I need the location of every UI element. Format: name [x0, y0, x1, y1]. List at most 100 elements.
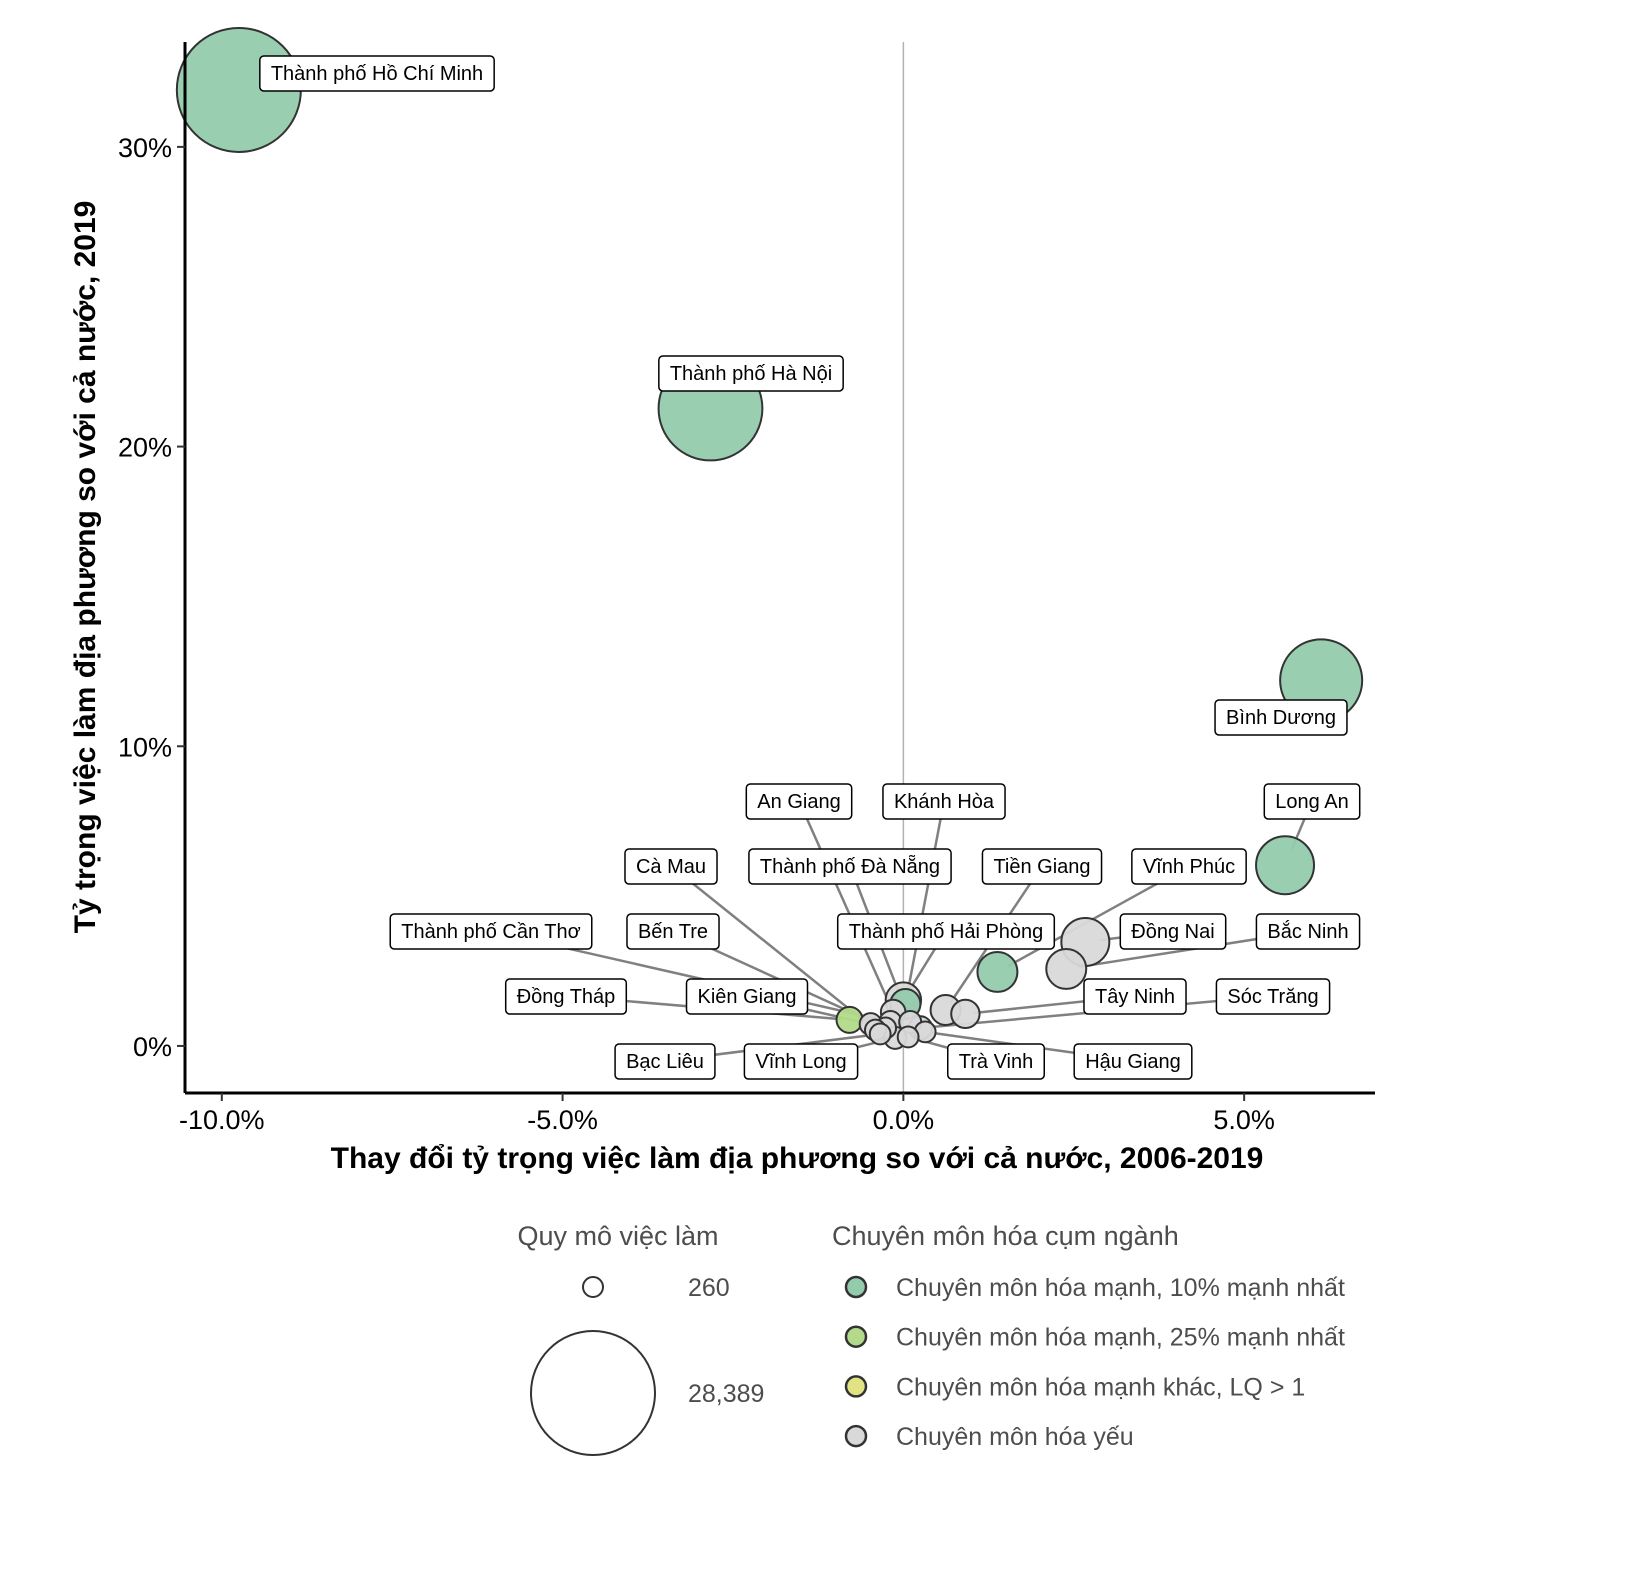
label-text: Sóc Trăng	[1227, 986, 1318, 1008]
label-text: Hậu Giang	[1085, 1051, 1181, 1073]
label-text: An Giang	[757, 791, 840, 813]
label-text: Thành phố Đà Nẵng	[760, 855, 940, 878]
leader-line	[797, 800, 892, 1006]
label-text: Tiền Giang	[993, 856, 1090, 878]
label-box	[1083, 978, 1187, 1015]
point-label: Thành phố Cần Thơ	[389, 913, 593, 950]
data-point[interactable]	[950, 998, 981, 1030]
color-legend-label: Chuyên môn hóa mạnh, 25% mạnh nhất	[896, 1324, 1345, 1352]
label-box	[1119, 913, 1227, 950]
point-label: Trà Vinh	[947, 1043, 1045, 1080]
point-label: Thành phố Hà Nội	[658, 355, 844, 392]
label-box	[685, 978, 809, 1015]
point-label: Vĩnh Long	[743, 1043, 859, 1080]
point-label: Bạc Liêu	[614, 1043, 716, 1080]
label-text: Trà Vinh	[959, 1051, 1033, 1073]
label-text: Bạc Liêu	[626, 1051, 704, 1073]
label-text: Cà Mau	[636, 856, 706, 878]
point-label: Bắc Ninh	[1255, 913, 1361, 950]
label-text: Thành phố Hải Phòng	[849, 921, 1044, 943]
x-tick-label: -10.0%	[179, 1105, 265, 1135]
label-box	[1255, 913, 1361, 950]
label-text: Thành phố Hồ Chí Minh	[271, 63, 483, 85]
label-box	[947, 1043, 1045, 1080]
label-box	[836, 913, 1056, 950]
data-point[interactable]	[835, 1005, 864, 1034]
label-box	[981, 848, 1103, 885]
point-label: Thành phố Hồ Chí Minh	[259, 55, 495, 92]
point-label: An Giang	[745, 783, 853, 820]
label-box	[626, 913, 720, 950]
label-text: Khánh Hòa	[894, 791, 995, 813]
data-point[interactable]	[868, 1022, 892, 1046]
data-point[interactable]	[1255, 835, 1316, 896]
point-label: Khánh Hòa	[882, 783, 1006, 820]
point-label: Sóc Trăng	[1215, 978, 1331, 1015]
label-text: Bắc Ninh	[1267, 920, 1348, 943]
point-label: Tiền Giang	[981, 848, 1103, 885]
color-legend-title: Chuyên môn hóa cụm ngành	[832, 1221, 1179, 1251]
point-label: Bình Dương	[1214, 699, 1348, 736]
label-box	[1073, 1043, 1193, 1080]
label-box	[614, 1043, 716, 1080]
color-legend-label: Chuyên môn hóa yếu	[896, 1423, 1134, 1451]
size-legend-small-circle	[582, 1276, 604, 1298]
label-box	[743, 1043, 859, 1080]
label-text: Thành phố Cần Thơ	[401, 921, 581, 943]
point-label: Long An	[1263, 783, 1361, 820]
label-text: Thành phố Hà Nội	[670, 363, 832, 385]
label-box	[1131, 848, 1247, 885]
size-legend-max-label: 28,389	[688, 1380, 764, 1408]
data-point[interactable]	[976, 950, 1019, 993]
label-box	[504, 978, 628, 1015]
point-label: Cà Mau	[624, 848, 718, 885]
point-label: Đồng Tháp	[504, 978, 628, 1015]
point-label: Tây Ninh	[1083, 978, 1187, 1015]
x-axis-title: Thay đổi tỷ trọng việc làm địa phương so…	[331, 1142, 1264, 1175]
leader-line	[905, 800, 946, 996]
label-text: Vĩnh Phúc	[1143, 856, 1235, 878]
point-label: Thành phố Đà Nẵng	[748, 848, 952, 885]
y-axis-title: Tỷ trọng việc làm địa phương so với cả n…	[69, 201, 102, 934]
point-label: Bến Tre	[626, 913, 720, 950]
size-legend-min-label: 260	[688, 1274, 730, 1302]
color-legend-swatch	[844, 1275, 868, 1299]
x-tick-label: -5.0%	[527, 1105, 598, 1135]
color-legend-label: Chuyên môn hóa mạnh, 10% mạnh nhất	[896, 1274, 1345, 1302]
point-label: Đồng Nai	[1119, 913, 1227, 950]
label-box	[1263, 783, 1361, 820]
size-legend-large-circle	[530, 1330, 656, 1456]
x-tick-label: 0.0%	[873, 1105, 935, 1135]
color-legend-swatch	[844, 1325, 868, 1348]
label-text: Kiên Giang	[698, 986, 797, 1008]
label-text: Đồng Nai	[1131, 921, 1214, 943]
y-tick-label: 30%	[118, 133, 172, 163]
y-tick-label: 20%	[118, 433, 172, 463]
x-tick-label: 5.0%	[1213, 1105, 1275, 1135]
point-label: Thành phố Hải Phòng	[836, 913, 1056, 950]
label-box	[882, 783, 1006, 820]
label-text: Vĩnh Long	[755, 1051, 846, 1073]
color-legend-swatch	[844, 1375, 868, 1398]
point-label: Kiên Giang	[685, 978, 809, 1015]
label-text: Bến Tre	[638, 921, 708, 943]
label-text: Long An	[1275, 791, 1348, 813]
y-tick-label: 10%	[118, 732, 172, 762]
label-box	[748, 848, 952, 885]
point-label: Hậu Giang	[1073, 1043, 1193, 1080]
label-text: Đồng Tháp	[517, 986, 616, 1008]
y-tick-label: 0%	[133, 1032, 172, 1062]
label-box	[624, 848, 718, 885]
label-box	[259, 55, 495, 92]
label-text: Bình Dương	[1226, 707, 1336, 729]
color-legend-label: Chuyên môn hóa mạnh khác, LQ > 1	[896, 1373, 1305, 1401]
leader-line	[670, 865, 872, 1028]
label-box	[658, 355, 844, 392]
label-box	[1215, 978, 1331, 1015]
color-legend-swatch	[844, 1424, 868, 1448]
point-label: Vĩnh Phúc	[1131, 848, 1247, 885]
label-box	[745, 783, 853, 820]
data-point[interactable]	[896, 1025, 920, 1049]
data-point[interactable]	[1045, 947, 1088, 990]
